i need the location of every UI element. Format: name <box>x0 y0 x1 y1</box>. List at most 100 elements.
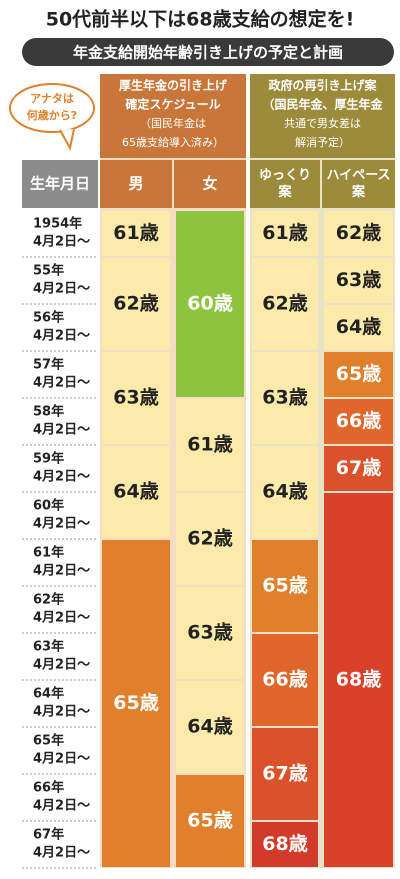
row-date: 4月2日〜 <box>33 799 90 814</box>
row-year: 61年 <box>33 545 64 561</box>
column-label: 女 <box>202 175 217 193</box>
bubble-tail <box>59 128 75 151</box>
cell <box>252 258 318 350</box>
row-date: 4月2日〜 <box>33 611 90 626</box>
cell <box>324 305 393 350</box>
cell-label: 67歳 <box>262 763 307 785</box>
cell-label: 64歳 <box>187 716 232 738</box>
row-date: 4月2日〜 <box>33 376 90 391</box>
row-date: 4月2日〜 <box>33 752 90 767</box>
cell-label: 63歳 <box>262 387 307 409</box>
cell-label: 62歳 <box>187 528 232 550</box>
cell <box>324 446 393 491</box>
row-year: 65年 <box>33 733 64 749</box>
cell-label: 67歳 <box>336 457 381 479</box>
cell <box>324 399 393 444</box>
cell <box>176 211 244 397</box>
cell <box>176 775 244 867</box>
cell-label: 66歳 <box>336 410 381 432</box>
column-label: ゆっくり <box>259 168 311 183</box>
cell-label: 68歳 <box>262 833 307 855</box>
row-year: 1954年 <box>33 216 82 232</box>
row-year: 59年 <box>33 451 64 467</box>
row-date: 4月2日〜 <box>33 282 90 297</box>
cell-label: 63歳 <box>113 387 158 409</box>
cell-label: 65歳 <box>336 363 381 385</box>
cell-label: 64歳 <box>262 481 307 503</box>
column-label: 生年月日 <box>30 175 90 193</box>
column-header <box>100 160 172 208</box>
row-date: 4月2日〜 <box>33 658 90 673</box>
group-line: 65歳支給導入済み） <box>122 135 224 149</box>
cell <box>252 728 318 820</box>
group-line: 共通で男女差は <box>284 116 361 130</box>
cell-label: 63歳 <box>336 269 381 291</box>
column-header <box>174 160 246 208</box>
row-date: 4月2日〜 <box>33 564 90 579</box>
row-year: 62年 <box>33 592 64 608</box>
row-date: 4月2日〜 <box>33 423 90 438</box>
column-header <box>250 160 320 208</box>
cell <box>252 211 318 256</box>
bubble-text: 何歳から? <box>27 108 77 122</box>
bubble-text: アナタは <box>30 92 74 105</box>
cell <box>252 634 318 726</box>
cell <box>324 258 393 303</box>
group-line: 解消予定） <box>295 135 350 149</box>
subtitle-bar <box>22 38 394 66</box>
cell <box>102 540 170 867</box>
column-label: 男 <box>128 175 143 193</box>
row-year: 60年 <box>33 498 64 514</box>
subtitle: 年金支給開始年齢引き上げの予定と計画 <box>73 44 343 62</box>
group-line: （国民年金は <box>140 116 206 130</box>
bubble <box>9 83 95 133</box>
title: 50代前半以下は68歳支給の想定を! <box>46 8 355 31</box>
column-label: 案 <box>351 184 366 200</box>
cell-label: 63歳 <box>187 622 232 644</box>
row-year: 58年 <box>33 404 64 420</box>
row-date: 4月2日〜 <box>33 846 90 861</box>
cell <box>324 493 393 867</box>
group-line: 厚生年金の引き上げ <box>119 78 228 93</box>
column-label: ハイペース <box>326 168 390 183</box>
cell <box>252 822 318 867</box>
cell-label: 65歳 <box>262 575 307 597</box>
column-label: 案 <box>277 184 292 200</box>
cell <box>176 399 244 491</box>
cell-label: 62歳 <box>262 293 307 315</box>
row-year: 56年 <box>33 310 64 326</box>
cell <box>252 540 318 632</box>
cell <box>176 587 244 679</box>
cell-label: 60歳 <box>187 293 232 315</box>
cell-label: 65歳 <box>113 692 158 714</box>
cell <box>252 352 318 444</box>
row-year: 55年 <box>33 263 64 279</box>
row-date: 4月2日〜 <box>33 705 90 720</box>
row-date: 4月2日〜 <box>33 235 90 250</box>
group-header <box>250 74 395 158</box>
row-year: 63年 <box>33 639 64 655</box>
cell-label: 68歳 <box>336 669 381 691</box>
row-date: 4月2日〜 <box>33 470 90 485</box>
row-year: 67年 <box>33 827 64 843</box>
column-header <box>22 160 98 208</box>
row-year: 64年 <box>33 686 64 702</box>
cell <box>252 446 318 538</box>
cell-label: 65歳 <box>187 810 232 832</box>
cell <box>176 493 244 585</box>
cell-label: 61歳 <box>187 434 232 456</box>
cell <box>102 258 170 350</box>
group-line: 確定スケジュール <box>125 97 220 112</box>
group-line: 政府の再引き上げ案 <box>268 78 377 93</box>
column-header <box>322 160 395 208</box>
cell <box>324 352 393 397</box>
cell-label: 64歳 <box>113 481 158 503</box>
cell-label: 61歳 <box>113 222 158 244</box>
cell-label: 66歳 <box>262 669 307 691</box>
cell-label: 62歳 <box>113 293 158 315</box>
row-date: 4月2日〜 <box>33 517 90 532</box>
group-header <box>100 74 246 158</box>
row-year: 66年 <box>33 780 64 796</box>
